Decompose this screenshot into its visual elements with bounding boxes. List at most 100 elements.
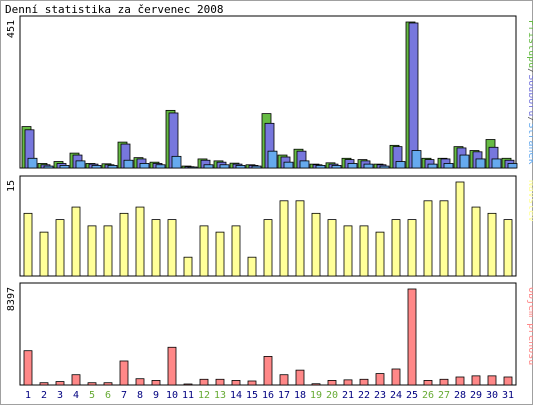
bar-pages-day-24 (395, 161, 406, 169)
bar-visits-day-7 (119, 212, 129, 277)
bar-pages-day-5 (91, 165, 102, 169)
bar-pages-day-20 (331, 165, 342, 169)
day-tick-label-9: 9 (153, 390, 159, 401)
day-tick-label-13: 13 (214, 390, 226, 401)
bar-kbytes-day-16 (263, 356, 273, 386)
bar-kbytes-day-29 (471, 375, 481, 386)
bar-visits-day-20 (327, 219, 337, 277)
bar-visits-day-2 (39, 231, 49, 277)
day-tick-label-8: 8 (137, 390, 143, 401)
hits-legend: Přístupů/Souborů/Stránek (526, 20, 533, 165)
bar-visits-day-30 (487, 212, 497, 277)
day-tick-label-7: 7 (121, 390, 127, 401)
bar-visits-day-11 (183, 256, 193, 277)
day-tick-label-22: 22 (358, 390, 370, 401)
day-tick-label-1: 1 (25, 390, 31, 401)
bar-pages-day-22 (363, 163, 374, 169)
bar-kbytes-day-30 (487, 375, 497, 386)
bar-kbytes-day-3 (55, 381, 65, 386)
bar-visits-day-25 (407, 219, 417, 277)
day-tick-label-5: 5 (89, 390, 95, 401)
bar-visits-day-3 (55, 219, 65, 277)
legend-entry: Přístupů (526, 20, 533, 68)
bar-kbytes-day-5 (87, 382, 97, 386)
bar-visits-day-6 (103, 225, 113, 277)
bar-kbytes-day-31 (503, 376, 513, 386)
bar-kbytes-day-2 (39, 382, 49, 386)
bar-visits-day-27 (439, 200, 449, 277)
bar-visits-day-14 (231, 225, 241, 277)
bar-kbytes-day-27 (439, 378, 449, 386)
bar-visits-day-9 (151, 219, 161, 277)
bar-visits-day-26 (423, 200, 433, 277)
kbytes-legend: Objem přenosu (526, 287, 533, 365)
legend-entry: / (526, 68, 533, 74)
day-tick-label-11: 11 (182, 390, 194, 401)
bar-pages-day-6 (107, 165, 118, 169)
bar-visits-day-29 (471, 206, 481, 277)
bar-visits-day-15 (247, 256, 257, 277)
bar-kbytes-day-28 (455, 376, 465, 386)
day-tick-label-26: 26 (422, 390, 434, 401)
bar-kbytes-day-1 (23, 350, 33, 386)
bar-kbytes-day-11 (183, 383, 193, 386)
bar-visits-day-5 (87, 225, 97, 277)
bar-pages-day-25 (411, 150, 422, 169)
bar-kbytes-day-9 (151, 380, 161, 386)
bar-visits-day-21 (343, 225, 353, 277)
bar-pages-day-16 (267, 150, 278, 169)
legend-entry: Souborů (526, 74, 533, 116)
bar-files-day-25 (408, 22, 419, 169)
day-tick-label-30: 30 (486, 390, 498, 401)
bar-visits-day-10 (167, 219, 177, 277)
bar-pages-day-14 (235, 165, 246, 169)
day-tick-label-3: 3 (57, 390, 63, 401)
bar-pages-day-13 (219, 164, 230, 169)
bar-kbytes-day-22 (359, 378, 369, 386)
bar-visits-day-8 (135, 206, 145, 277)
bar-kbytes-day-6 (103, 382, 113, 386)
day-tick-label-17: 17 (278, 390, 290, 401)
bar-visits-day-17 (279, 200, 289, 277)
day-tick-label-6: 6 (105, 390, 111, 401)
day-tick-label-12: 12 (198, 390, 210, 401)
bar-pages-day-8 (139, 163, 150, 169)
bar-visits-day-22 (359, 225, 369, 277)
bar-pages-day-3 (59, 165, 70, 169)
bar-pages-day-2 (43, 165, 54, 169)
bar-pages-day-30 (491, 158, 502, 169)
day-tick-label-4: 4 (73, 390, 79, 401)
bar-kbytes-day-25 (407, 288, 417, 386)
bar-kbytes-day-23 (375, 373, 385, 386)
day-tick-label-21: 21 (342, 390, 354, 401)
bar-kbytes-day-20 (327, 380, 337, 386)
day-tick-label-20: 20 (326, 390, 338, 401)
bar-pages-day-21 (347, 163, 358, 169)
day-tick-label-2: 2 (41, 390, 47, 401)
bar-visits-day-1 (23, 212, 33, 277)
bar-kbytes-day-7 (119, 360, 129, 386)
bar-pages-day-4 (75, 160, 86, 169)
bar-kbytes-day-13 (215, 378, 225, 386)
bar-visits-day-16 (263, 219, 273, 277)
bar-kbytes-day-12 (199, 378, 209, 386)
bar-pages-day-7 (123, 159, 134, 169)
bar-pages-day-15 (251, 165, 262, 169)
day-tick-label-29: 29 (470, 390, 482, 401)
bar-kbytes-day-4 (71, 374, 81, 386)
bar-kbytes-day-15 (247, 380, 257, 386)
bar-kbytes-day-21 (343, 379, 353, 386)
bar-pages-day-28 (459, 154, 470, 169)
bar-visits-day-18 (295, 200, 305, 277)
bar-visits-day-23 (375, 231, 385, 277)
bar-kbytes-day-17 (279, 374, 289, 386)
visits-legend: Návštěv (526, 180, 533, 222)
bar-pages-day-18 (299, 160, 310, 169)
bar-pages-day-27 (443, 163, 454, 169)
bar-pages-day-9 (155, 164, 166, 169)
bar-pages-day-31 (507, 163, 518, 169)
bar-kbytes-day-18 (295, 369, 305, 386)
legend-entry: / (526, 116, 533, 122)
day-tick-label-23: 23 (374, 390, 386, 401)
chart-title: Denní statistika za červenec 2008 (5, 3, 224, 16)
